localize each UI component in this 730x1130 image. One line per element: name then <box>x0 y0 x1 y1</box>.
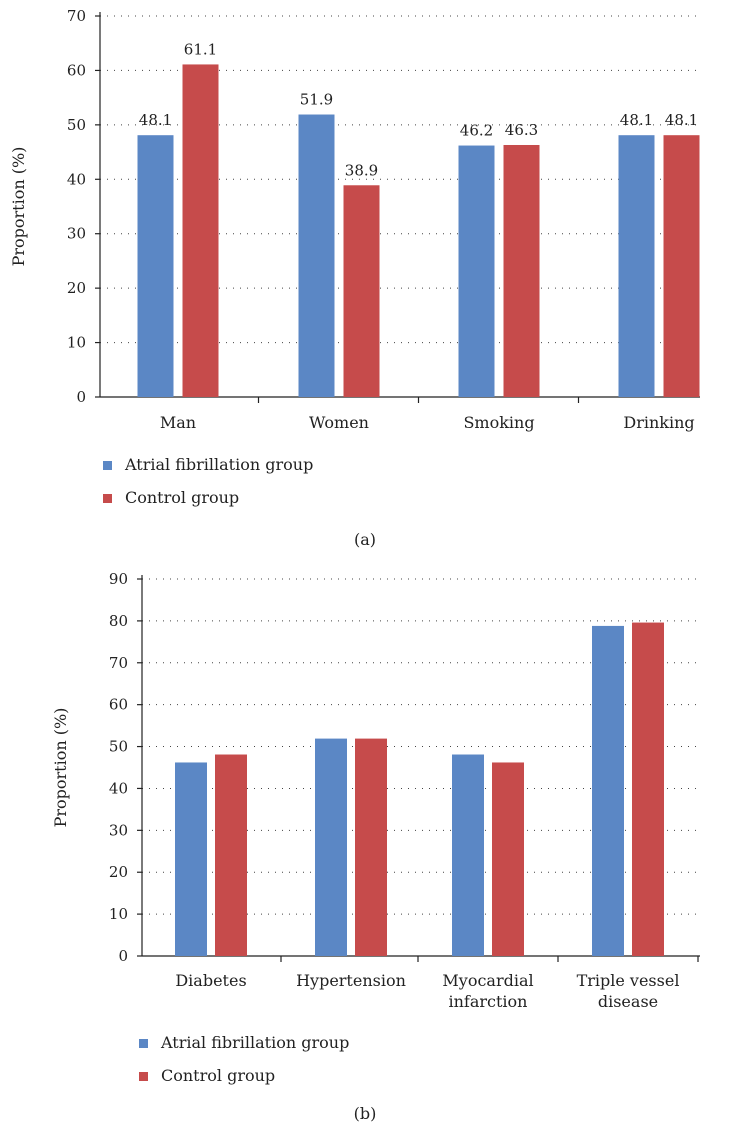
x-tick-label: Hypertension <box>296 971 406 990</box>
data-label: 48.1 <box>139 111 172 129</box>
panel-label: (b) <box>354 1104 377 1123</box>
bar-control <box>492 762 524 956</box>
bar-control <box>504 145 540 397</box>
legend-label: Control group <box>161 1066 275 1085</box>
y-tick-label: 10 <box>109 905 128 923</box>
bar-control <box>355 739 387 956</box>
data-label: 61.1 <box>184 40 217 58</box>
y-tick-label: 50 <box>67 116 86 134</box>
y-tick-label: 70 <box>67 7 86 25</box>
data-label: 46.3 <box>505 121 538 139</box>
y-axis-title: Proportion (%) <box>9 147 28 267</box>
y-tick-label: 0 <box>76 388 86 406</box>
legend-label: Control group <box>125 488 239 507</box>
bar-atrial-fibrillation <box>138 135 174 397</box>
bar-atrial-fibrillation <box>452 755 484 956</box>
data-label: 51.9 <box>300 91 333 109</box>
y-tick-label: 30 <box>109 821 128 839</box>
bar-control <box>344 185 380 397</box>
legend-swatch <box>139 1039 148 1048</box>
y-tick-label: 60 <box>109 696 128 714</box>
legend-swatch <box>139 1072 148 1081</box>
y-tick-label: 40 <box>109 779 128 797</box>
bar-atrial-fibrillation <box>315 739 347 956</box>
bar-control <box>632 623 664 956</box>
chart-panel-b: 0 10 20 30 40 50 60 70 80 90 Proportion (%) Diabete… <box>51 570 700 1123</box>
data-label: 46.2 <box>460 122 493 140</box>
x-tick-label: Drinking <box>623 413 694 432</box>
y-axis-title: Proportion (%) <box>51 708 70 828</box>
y-tick-label: 60 <box>67 61 86 79</box>
legend-label: Atrial fibrillation group <box>124 455 313 474</box>
x-tick-label: Man <box>160 413 196 432</box>
y-tick-label: 30 <box>67 225 86 243</box>
y-tick-label: 50 <box>109 738 128 756</box>
bar-atrial-fibrillation <box>299 115 335 397</box>
data-label: 48.1 <box>665 111 698 129</box>
y-tick-label: 80 <box>109 612 128 630</box>
bar-atrial-fibrillation <box>459 146 495 397</box>
y-tick-label: 0 <box>118 947 128 965</box>
x-tick-label: Myocardial infarction <box>442 971 533 1011</box>
x-tick-label: Triple vessel disease <box>577 971 680 1011</box>
bar-control <box>215 755 247 956</box>
bar-control <box>183 64 219 397</box>
chart-panel-a: 0 10 20 30 40 50 60 70 Proportion (%) 48.1 51.9 46.… <box>9 7 700 549</box>
data-label: 48.1 <box>620 111 653 129</box>
bar-atrial-fibrillation <box>619 135 655 397</box>
data-label: 38.9 <box>345 161 378 179</box>
legend-swatch <box>103 494 112 503</box>
x-tick-label: Smoking <box>463 413 534 432</box>
bar-atrial-fibrillation <box>175 762 207 956</box>
x-tick-label: Diabetes <box>175 971 246 990</box>
legend-label: Atrial fibrillation group <box>160 1033 349 1052</box>
y-tick-label: 20 <box>109 863 128 881</box>
y-tick-label: 10 <box>67 334 86 352</box>
legend-swatch <box>103 461 112 470</box>
x-tick-label: Women <box>309 413 369 432</box>
y-tick-label: 90 <box>109 570 128 588</box>
panel-label: (a) <box>354 530 376 549</box>
y-tick-label: 40 <box>67 170 86 188</box>
bar-control <box>664 135 700 397</box>
bar-atrial-fibrillation <box>592 626 624 956</box>
y-tick-label: 70 <box>109 654 128 672</box>
y-tick-label: 20 <box>67 279 86 297</box>
